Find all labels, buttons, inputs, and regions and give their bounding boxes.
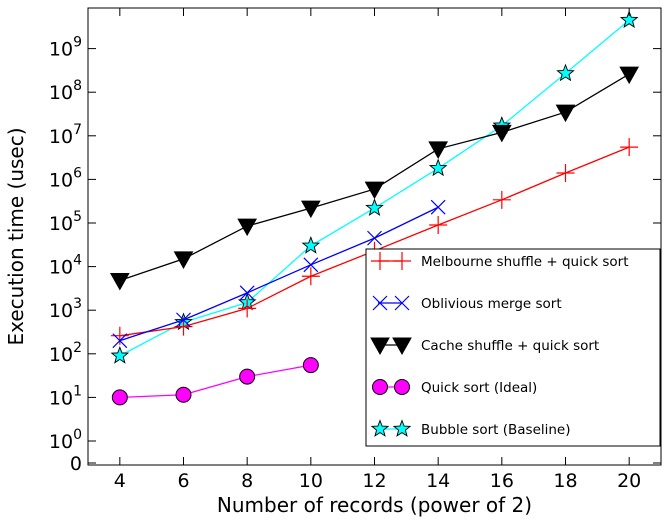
data-point xyxy=(367,230,382,246)
data-point xyxy=(301,267,320,286)
legend-label: Melbourne shuffle + quick sort xyxy=(421,254,629,270)
data-point xyxy=(619,10,639,29)
y-tick-label: 102 xyxy=(49,340,82,366)
legend-item: Cache shuffle + quick sort xyxy=(370,337,599,356)
data-point xyxy=(109,272,130,291)
y-tick-label: 100 xyxy=(49,427,82,453)
legend-label: Bubble sort (Baseline) xyxy=(421,422,571,438)
legend-marker xyxy=(372,379,388,395)
legend-box xyxy=(365,248,661,447)
data-point xyxy=(430,199,446,215)
x-tick-label: 14 xyxy=(426,470,450,492)
data-point xyxy=(556,164,575,183)
data-point xyxy=(620,138,639,157)
data-point xyxy=(238,299,257,318)
y-tick-label: 106 xyxy=(49,165,82,191)
data-point xyxy=(428,158,448,177)
data-point xyxy=(111,389,128,406)
legend-marker xyxy=(392,419,412,437)
y-tick-label: 103 xyxy=(49,296,82,322)
y-tick-label: 104 xyxy=(49,253,82,279)
legend-item: Melbourne shuffle + quick sort xyxy=(371,252,629,270)
data-point xyxy=(173,251,194,269)
x-tick-label: 18 xyxy=(553,470,577,492)
data-point xyxy=(429,215,448,234)
legend-marker xyxy=(370,337,390,356)
legend-label: Oblivious merge sort xyxy=(421,296,562,312)
data-point xyxy=(555,104,576,123)
legend: Melbourne shuffle + quick sort Oblivious … xyxy=(365,248,661,447)
data-point xyxy=(239,368,256,385)
legend-item: Oblivious merge sort xyxy=(372,295,562,312)
y-tick-label: 101 xyxy=(49,383,82,409)
data-point xyxy=(237,218,258,237)
x-axis-label: Number of records (power of 2) xyxy=(217,493,532,517)
data-point xyxy=(301,236,321,254)
y-tick-label: 109 xyxy=(49,35,82,61)
legend-marker xyxy=(372,295,388,311)
x-tick-label: 20 xyxy=(617,470,641,492)
legend-marker xyxy=(394,295,410,311)
data-point xyxy=(364,181,385,200)
legend-marker xyxy=(394,379,410,395)
legend-marker xyxy=(371,252,389,270)
data-point xyxy=(110,346,130,364)
x-tick-label: 6 xyxy=(177,470,189,492)
data-point xyxy=(365,198,384,216)
data-point xyxy=(302,357,319,374)
data-point xyxy=(491,124,512,143)
legend-marker xyxy=(393,252,411,270)
legend-item: Quick sort (Ideal) xyxy=(372,379,537,396)
x-tick-label: 12 xyxy=(362,470,386,492)
y-tick-label: 105 xyxy=(49,209,82,235)
y-tick-label: 0 xyxy=(70,453,82,475)
legend-label: Quick sort (Ideal) xyxy=(421,380,537,396)
x-tick-label: 4 xyxy=(114,470,126,492)
series xyxy=(111,357,319,406)
data-point xyxy=(112,333,128,349)
legend-marker xyxy=(370,419,390,437)
data-point xyxy=(176,312,191,328)
series-line xyxy=(119,206,439,342)
data-point xyxy=(556,63,575,82)
x-tick-label: 16 xyxy=(490,470,514,492)
data-point xyxy=(239,285,255,301)
series xyxy=(109,66,640,291)
data-point xyxy=(300,200,321,219)
x-tick-label: 10 xyxy=(299,470,323,492)
legend-item: Bubble sort (Baseline) xyxy=(370,419,571,438)
data-point xyxy=(428,141,449,159)
data-point xyxy=(110,326,129,345)
legend-marker xyxy=(392,337,412,356)
y-tick-label: 108 xyxy=(49,78,82,104)
data-point xyxy=(175,386,192,403)
legend-label: Cache shuffle + quick sort xyxy=(421,338,599,354)
y-tick-label: 107 xyxy=(49,122,82,148)
plot-frame xyxy=(87,7,662,466)
series-line xyxy=(119,364,311,399)
data-point xyxy=(303,257,319,273)
series xyxy=(112,199,446,349)
data-point xyxy=(619,66,640,85)
data-point xyxy=(492,190,511,209)
y-axis-label: Execution time (usec) xyxy=(4,127,28,345)
x-tick-label: 8 xyxy=(241,470,253,492)
